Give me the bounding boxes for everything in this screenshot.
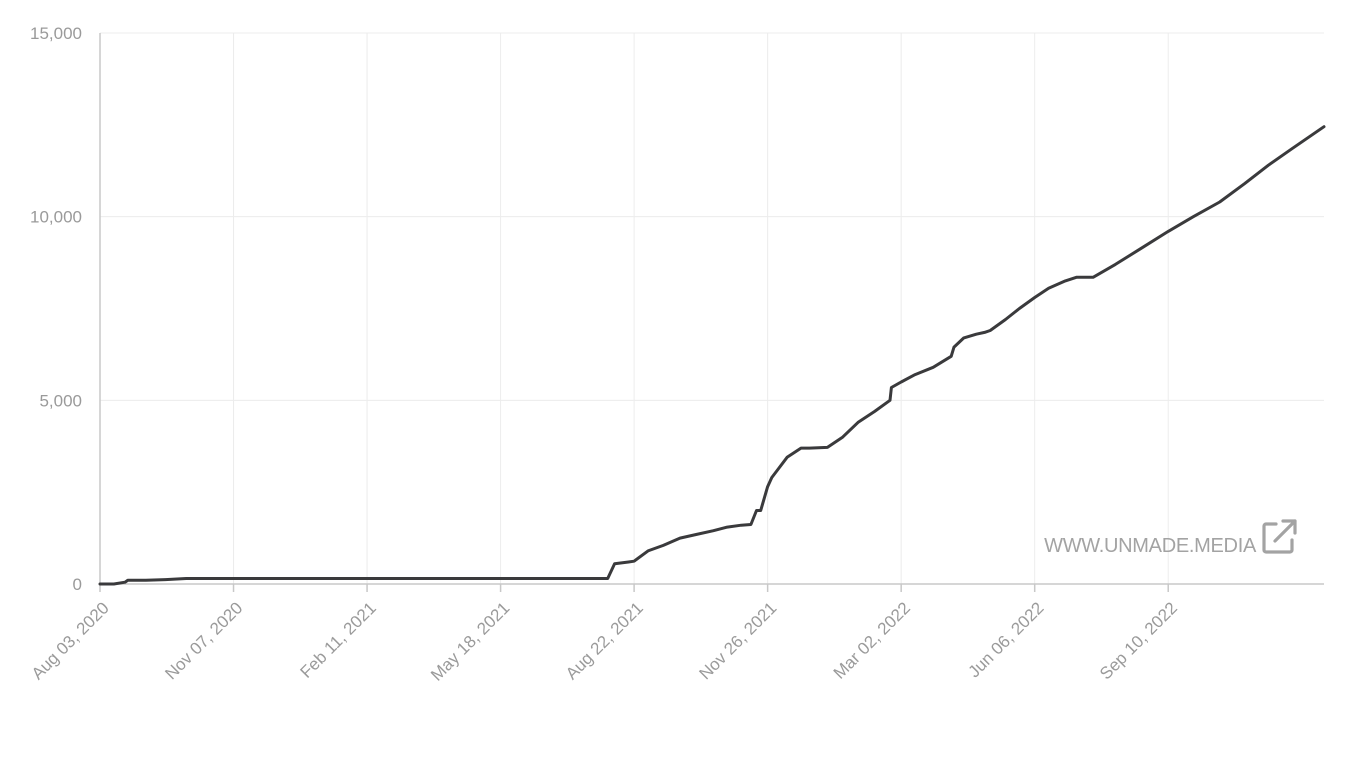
- series-layer: [98, 125, 1326, 586]
- x-tick-label: Aug 03, 2020: [28, 598, 113, 683]
- x-tick-label: Feb 11, 2021: [296, 598, 379, 681]
- y-tick-label: 10,000: [30, 208, 82, 227]
- y-tick-label: 5,000: [39, 391, 82, 410]
- y-tick-label: 0: [73, 575, 82, 594]
- x-tick-labels: Aug 03, 2020 Nov 07, 2020 Feb 11, 2021 May …: [28, 598, 1181, 684]
- x-tick-label: Nov 07, 2020: [161, 598, 246, 683]
- axes: [99, 33, 1324, 585]
- x-tick-label: Jun 06, 2022: [965, 598, 1048, 681]
- y-gridlines: [100, 32, 1324, 401]
- watermark[interactable]: WWW.UNMADE.MEDIA: [1044, 519, 1297, 557]
- x-tick-label: Aug 22, 2021: [562, 598, 647, 683]
- x-tick-label: Nov 26, 2021: [696, 598, 781, 683]
- x-tick-label: Sep 10, 2022: [1096, 598, 1181, 683]
- y-tick-labels: 0 5,000 10,000 15,000: [30, 24, 82, 594]
- x-tick-label: May 18, 2021: [427, 598, 513, 684]
- y-tick-label: 15,000: [30, 24, 82, 43]
- series-line: [98, 125, 1326, 586]
- watermark-text: WWW.UNMADE.MEDIA: [1044, 535, 1257, 557]
- external-link-icon: [1262, 519, 1297, 554]
- x-gridlines: [99, 33, 1169, 592]
- x-tick-label: Mar 02, 2022: [830, 598, 914, 682]
